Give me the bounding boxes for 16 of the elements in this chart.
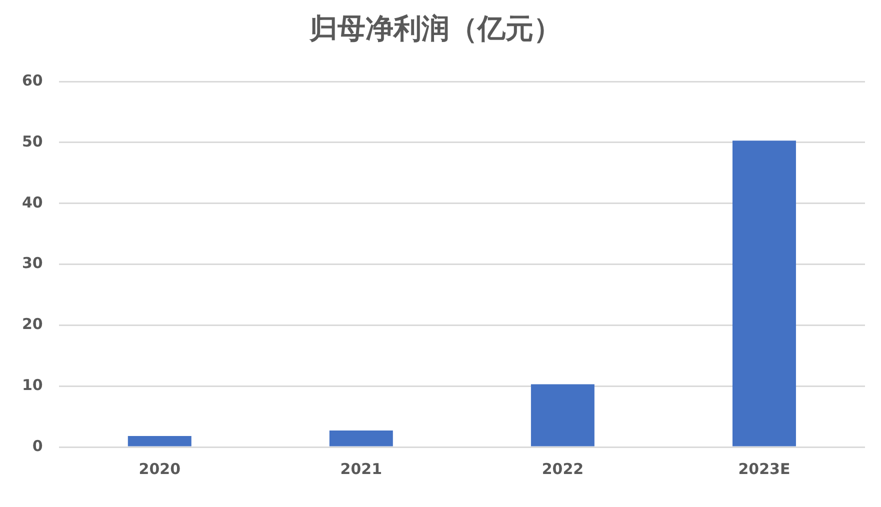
bar — [530, 384, 594, 446]
x-tick-label: 2020 — [138, 460, 181, 478]
x-tick-label: 2023E — [738, 460, 790, 478]
y-tick-label: 60 — [22, 71, 43, 90]
y-tick-label: 20 — [22, 315, 43, 334]
bar — [329, 430, 393, 446]
chart-title: 归母净利润（亿元） — [308, 12, 562, 46]
x-tick-label: 2021 — [340, 460, 382, 478]
y-tick-label: 10 — [22, 376, 43, 394]
y-tick-label: 30 — [22, 254, 43, 272]
bar — [732, 140, 796, 446]
y-tick-label: 40 — [22, 193, 43, 212]
x-tick-label: 2022 — [542, 460, 584, 478]
y-tick-label: 0 — [32, 436, 43, 455]
y-tick-label: 50 — [22, 132, 43, 150]
bar — [128, 436, 192, 446]
